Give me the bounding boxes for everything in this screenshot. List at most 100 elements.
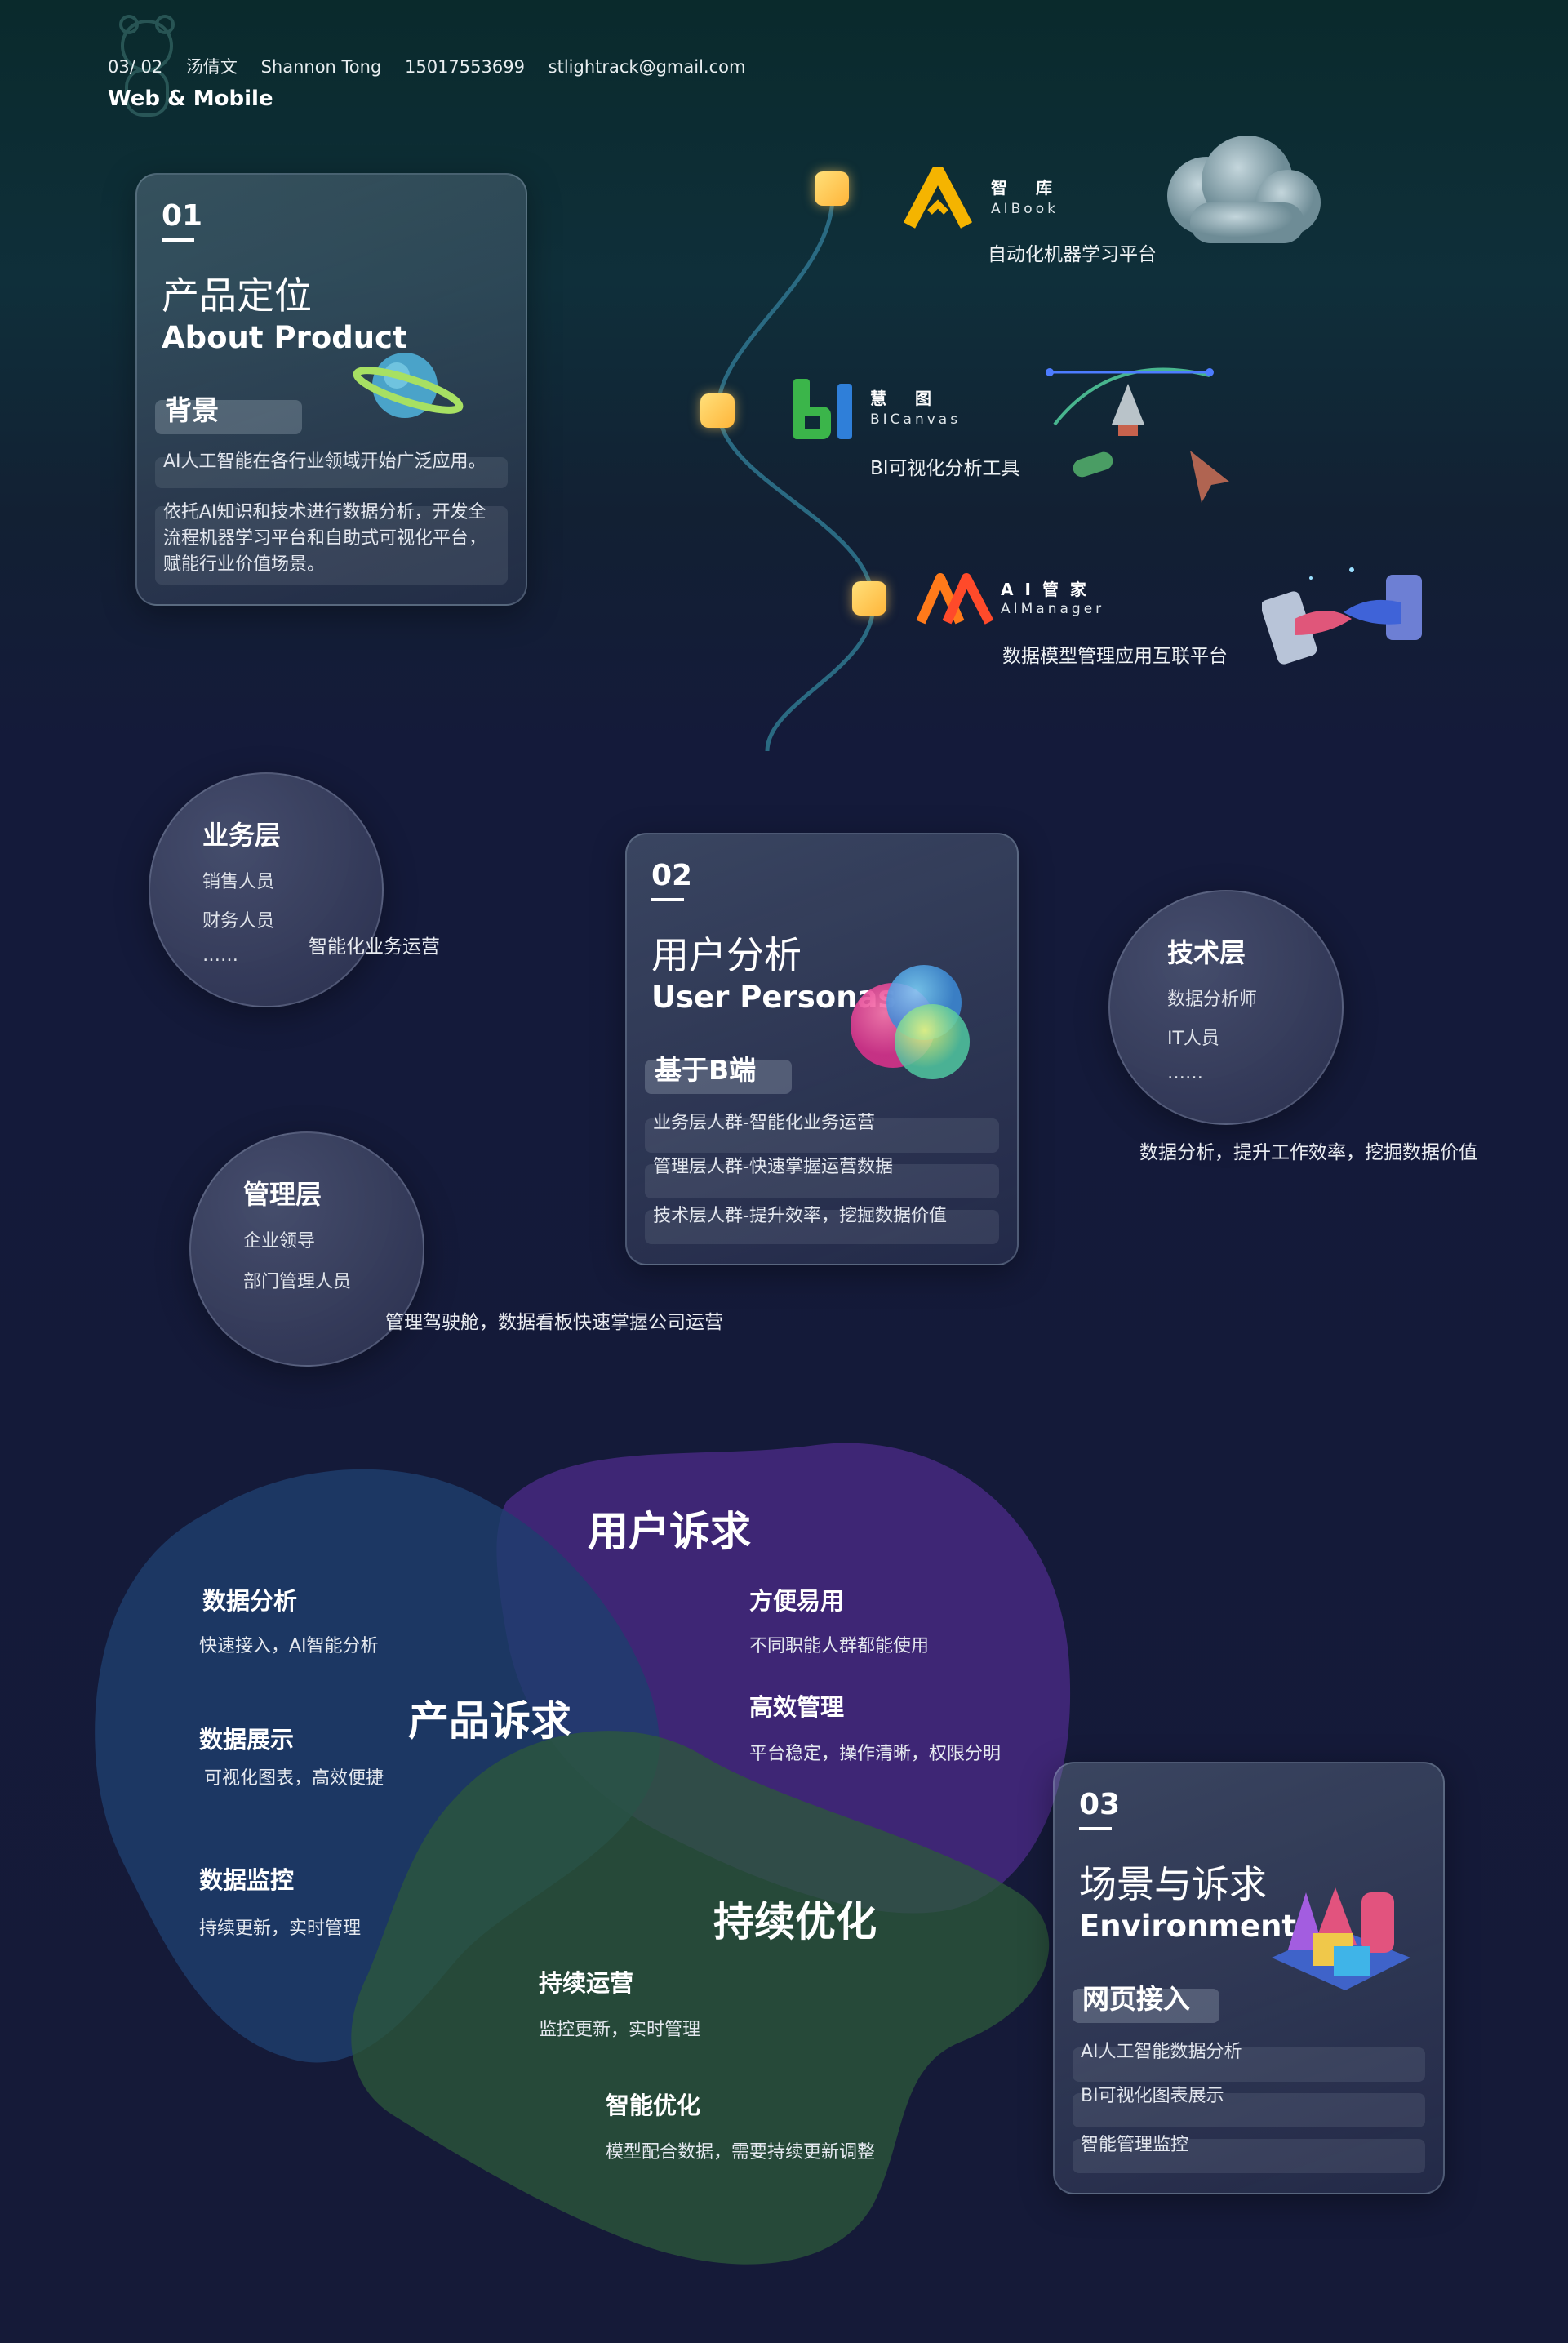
section-tag: 背景	[165, 394, 219, 426]
planet-icon	[353, 353, 464, 418]
persona-item: ……	[202, 945, 238, 966]
product-needs-blob	[95, 1469, 660, 2063]
persona-title: 技术层	[1167, 937, 1246, 968]
persona-item: 部门管理人员	[243, 1272, 352, 1292]
need-item-title: 方便易用	[749, 1587, 845, 1615]
page-header: 03/ 02 汤倩文 Shannon Tong 15017553699 stli…	[108, 54, 763, 111]
environment-row: 智能管理监控	[1081, 2135, 1189, 2155]
user-personas-card: 02 用户分析 User Personas 基于B端 业务层人群-智能化业务运营…	[625, 833, 1019, 1265]
needs-venn-blobs	[95, 1443, 1071, 2265]
section-tag: 基于B端	[655, 1054, 757, 1086]
pen-tool-icon	[1046, 367, 1229, 503]
bicanvas-logo-icon	[793, 379, 852, 439]
section-title-en: Environment	[1079, 1909, 1297, 1944]
persona-business-circle: 业务层 销售人员 财务人员 ……	[149, 772, 384, 1007]
section-tag-pill	[645, 1060, 792, 1094]
row-background	[1073, 2139, 1425, 2173]
persona-title: 管理层	[243, 1179, 322, 1210]
optimize-blob	[351, 1731, 1050, 2265]
persona-caption: 数据分析，提升工作效率，挖掘数据价值	[1139, 1142, 1477, 1163]
product-needs-heading: 产品诉求	[408, 1697, 571, 1745]
product-description: BI可视化分析工具	[870, 458, 1020, 479]
need-item-desc: 模型配合数据，需要持续更新调整	[606, 2142, 876, 2163]
need-item-title: 数据分析	[202, 1587, 298, 1615]
color-spheres-icon	[851, 965, 970, 1079]
persona-item: 财务人员	[202, 911, 275, 931]
cloud-icon	[1167, 136, 1321, 243]
row-background	[155, 457, 508, 488]
row-background	[1073, 2047, 1425, 2082]
persona-item: 销售人员	[202, 872, 275, 892]
aibook-logo-icon	[903, 167, 973, 229]
persona-row: 技术层人群-提升效率，挖掘数据价值	[653, 1206, 947, 1226]
environment-row: AI人工智能数据分析	[1081, 2042, 1242, 2062]
header-contact-line: 03/ 02 汤倩文 Shannon Tong 15017553699 stli…	[108, 54, 763, 78]
persona-row: 管理层人群-快速掌握运营数据	[653, 1157, 893, 1177]
persona-item: IT人员	[1167, 1029, 1219, 1049]
need-item-title: 数据监控	[199, 1866, 295, 1894]
author-name-en: Shannon Tong	[260, 57, 382, 77]
optimize-heading: 持续优化	[713, 1898, 877, 1945]
section-title-zh: 场景与诉求	[1079, 1862, 1267, 1906]
product-node-dot	[815, 171, 849, 206]
bear-watermark-icon	[119, 15, 175, 117]
need-item-title: 智能优化	[606, 2092, 701, 2119]
about-product-card: 01 产品定位 About Product 背景 AI人工智能在各行业领域开始广…	[135, 173, 527, 606]
need-item-title: 数据展示	[199, 1726, 295, 1754]
environment-card: 03 场景与诉求 Environment 网页接入 AI人工智能数据分析 BI可…	[1053, 1762, 1445, 2194]
section-tag-pill	[1073, 1989, 1219, 2023]
row-background	[645, 1118, 999, 1153]
row-background	[155, 506, 508, 585]
user-needs-heading: 用户诉求	[588, 1508, 751, 1555]
product-name: 智 库	[991, 178, 1064, 198]
need-item-desc: 不同职能人群都能使用	[749, 1636, 930, 1656]
section-number: 01	[162, 199, 203, 233]
row-background	[1073, 2093, 1425, 2127]
page-number: 03/ 02	[108, 57, 163, 77]
environment-row: BI可视化图表展示	[1081, 2086, 1224, 2106]
author-name-zh: 汤倩文	[185, 57, 238, 77]
background-line-2: 依托AI知识和技术进行数据分析，开发全流程机器学习平台和自助式可视化平台，赋能行…	[163, 502, 487, 575]
section-number-underline	[162, 238, 194, 242]
persona-caption: 智能化业务运营	[309, 936, 440, 958]
row-background	[645, 1164, 999, 1198]
product-name: 慧 图	[870, 389, 943, 408]
section-title-en: About Product	[162, 320, 407, 355]
aimanager-logo-icon	[916, 573, 994, 625]
persona-item: 数据分析师	[1167, 989, 1258, 1010]
need-item-desc: 可视化图表，高效便捷	[204, 1768, 384, 1789]
persona-mgmt-circle: 管理层 企业领导 部门管理人员	[189, 1131, 424, 1367]
product-node-dot	[852, 581, 886, 616]
section-number: 03	[1079, 1788, 1121, 1821]
background-line-1: AI人工智能在各行业领域开始广泛应用。	[163, 451, 486, 472]
persona-item: 企业领导	[243, 1231, 316, 1252]
need-item-desc: 平台稳定，操作清晰，权限分明	[749, 1744, 1002, 1764]
header-subtitle: Web & Mobile	[108, 87, 273, 111]
need-item-desc: 持续更新，实时管理	[199, 1918, 362, 1939]
section-title-zh: 产品定位	[162, 273, 312, 318]
3d-shapes-icon	[1272, 1887, 1410, 1990]
author-phone: 15017553699	[404, 57, 525, 77]
section-number-underline	[1079, 1827, 1112, 1830]
need-item-title: 持续运营	[539, 1969, 634, 1997]
persona-tech-circle: 技术层 数据分析师 IT人员 ……	[1108, 890, 1344, 1125]
author-email[interactable]: stlightrack@gmail.com	[548, 57, 746, 77]
section-tag: 网页接入	[1082, 1983, 1190, 2015]
product-node-dot	[700, 393, 735, 428]
persona-item: ……	[1167, 1063, 1203, 1083]
row-background	[645, 1210, 999, 1244]
need-item-desc: 快速接入，AI智能分析	[199, 1636, 379, 1656]
need-item-title: 高效管理	[749, 1693, 845, 1721]
persona-row: 业务层人群-智能化业务运营	[653, 1113, 875, 1133]
section-number-underline	[651, 898, 684, 901]
product-name: AI管家	[1001, 580, 1098, 599]
product-flow-curve	[716, 195, 876, 752]
persona-title: 业务层	[202, 820, 282, 851]
handshake-icon	[1262, 567, 1422, 665]
section-title-zh: 用户分析	[651, 933, 802, 977]
section-number: 02	[651, 859, 693, 892]
product-description: 数据模型管理应用互联平台	[1002, 646, 1228, 667]
product-description: 自动化机器学习平台	[988, 244, 1157, 265]
section-tag-pill	[155, 400, 302, 434]
product-name-en: AIBook	[991, 201, 1059, 217]
